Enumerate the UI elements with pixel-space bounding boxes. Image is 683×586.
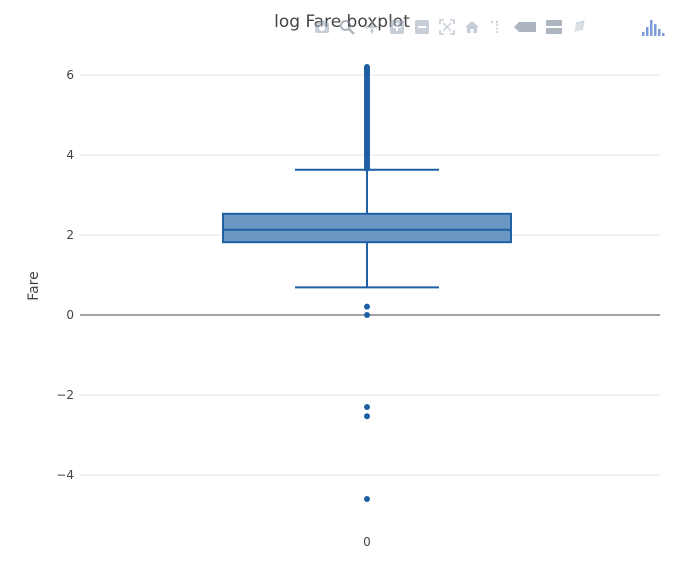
autoscale-icon xyxy=(438,19,455,35)
outlier-point[interactable] xyxy=(364,404,370,410)
outlier-point[interactable] xyxy=(364,312,370,318)
camera-icon xyxy=(314,21,329,33)
y-tick-label: 4 xyxy=(66,148,74,162)
edit-chart-button[interactable] xyxy=(569,18,588,37)
y-tick-labels: −4 −2 0 2 4 6 xyxy=(56,68,74,482)
pencil-icon xyxy=(573,20,585,32)
outlier-point[interactable] xyxy=(364,413,370,420)
minus-square-icon xyxy=(414,20,429,34)
outlier-point[interactable] xyxy=(364,64,370,70)
pan-button[interactable] xyxy=(362,18,381,37)
x-tick-labels: 0 xyxy=(363,535,371,549)
hover-closest-button[interactable] xyxy=(512,18,538,37)
outlier-point[interactable] xyxy=(364,496,370,502)
box-trace[interactable] xyxy=(222,64,512,502)
zoom-button[interactable] xyxy=(337,18,356,37)
box-iqr[interactable] xyxy=(222,212,512,244)
plus-square-icon xyxy=(389,20,404,34)
reset-axes-button[interactable] xyxy=(462,18,481,37)
cross-arrows-icon xyxy=(364,20,379,34)
magnifier-icon xyxy=(339,20,355,35)
spike-icon xyxy=(490,20,498,34)
modebar xyxy=(312,16,588,38)
spike-lines-button[interactable] xyxy=(487,18,506,37)
plotly-logo-icon[interactable] xyxy=(640,16,668,38)
y-axis-title: Fare xyxy=(26,271,42,300)
y-tick-label: 6 xyxy=(66,68,74,82)
y-tick-label: −2 xyxy=(56,388,74,402)
home-icon xyxy=(464,21,479,33)
outlier-point[interactable] xyxy=(364,303,370,310)
tag-icon xyxy=(514,22,536,32)
x-tick-label: 0 xyxy=(363,535,371,549)
y-tick-label: 2 xyxy=(66,228,74,242)
autoscale-button[interactable] xyxy=(437,18,456,37)
zoom-in-button[interactable] xyxy=(387,18,406,37)
hover-compare-button[interactable] xyxy=(544,18,563,37)
y-tick-label: −4 xyxy=(56,468,74,482)
y-tick-label: 0 xyxy=(66,308,74,322)
download-plot-button[interactable] xyxy=(312,18,331,37)
zoom-out-button[interactable] xyxy=(412,18,431,37)
double-tag-icon xyxy=(545,20,562,34)
